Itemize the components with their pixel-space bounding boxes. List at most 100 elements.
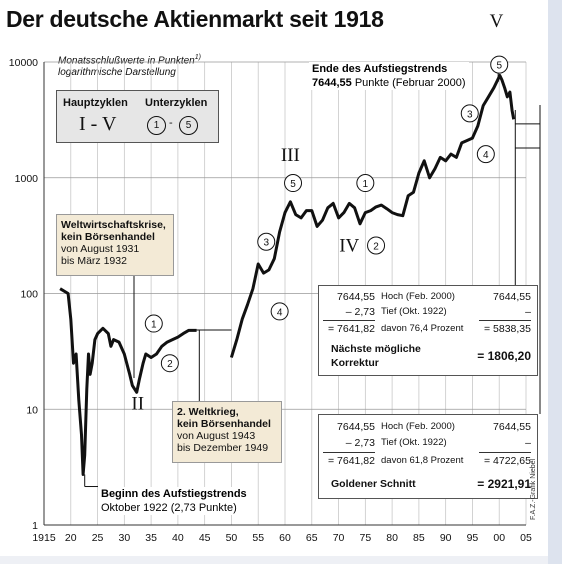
y-tick-label: 10	[26, 404, 38, 416]
legend-main-label: Hauptzyklen	[63, 97, 128, 109]
sub-cycle-label: 2	[167, 359, 173, 370]
y-tick-label: 1000	[15, 173, 39, 185]
credit-text: F.A.Z.-Grafik Niebel	[530, 458, 537, 520]
footnote-mark: 1)	[194, 54, 201, 61]
sub-cycle-label: 5	[290, 179, 296, 190]
calc1-diff-value: = 7641,82	[327, 323, 375, 335]
x-tick-label: 85	[413, 532, 425, 544]
y-tick-label: 1	[32, 520, 38, 532]
sub-cycle-marker	[144, 314, 163, 333]
calc2-high-value: 7644,55	[337, 421, 375, 433]
subtitle-line-1: Monatsschlußwerte in Punkten	[58, 55, 195, 67]
calc2-low-label: Tief (Okt. 1922)	[381, 437, 447, 448]
sub-cycle-marker	[367, 236, 386, 255]
sub-cycle-marker	[460, 104, 479, 123]
x-tick-label: 1915	[32, 532, 56, 544]
x-tick-label: 65	[306, 532, 318, 544]
sub-cycle-marker	[160, 354, 179, 373]
war-line-1: 2. Weltkrieg,	[177, 406, 239, 418]
calc1-percent-label: davon 76,4 Prozent	[381, 323, 464, 334]
calc1-minus-sign: –	[525, 306, 531, 318]
end-trend-date: Punkte (Februar 2000)	[354, 77, 466, 89]
end-trend-title: Ende des Aufstiegstrends	[312, 63, 448, 75]
end-trend-value: 7644,55 Punkte (Februar 2000)	[312, 76, 466, 90]
main-cycle-label: III	[281, 145, 300, 166]
legend-sub-label: Unterzyklen	[145, 97, 208, 109]
end-trend-label: Ende des Aufstiegstrends 7644,55 Punkte …	[309, 62, 469, 90]
sub-cycle-marker	[476, 145, 495, 164]
war-annotation: 2. Weltkrieg, kein Börsenhandel von Augu…	[172, 401, 282, 463]
x-tick-label: 75	[359, 532, 371, 544]
x-tick-label: 45	[199, 532, 211, 544]
y-tick-label: 100	[20, 289, 38, 301]
x-tick-label: 80	[386, 532, 398, 544]
calc1-result-value: = 1806,20	[477, 349, 531, 363]
sub-cycle-marker	[270, 302, 289, 321]
sub-cycle-marker	[490, 55, 509, 74]
x-tick-label: 20	[65, 532, 77, 544]
correction-calc-box: 7644,55 Hoch (Feb. 2000) 7644,55 – 2,73 …	[318, 285, 538, 376]
calc1-rule-right	[479, 320, 531, 321]
calc2-rule-left	[323, 452, 375, 453]
golden-ratio-calc-box: 7644,55 Hoch (Feb. 2000) 7644,55 – 2,73 …	[318, 414, 538, 499]
war-line-3: von August 1943	[177, 430, 256, 442]
x-tick-label: 95	[467, 532, 479, 544]
legend-sub-dash: -	[169, 117, 173, 129]
sub-cycle-label: 1	[363, 179, 369, 190]
calc2-minus-sign: –	[525, 437, 531, 449]
calc1-high-label: Hoch (Feb. 2000)	[381, 291, 455, 302]
x-tick-label: 40	[172, 532, 184, 544]
right-margin-strip	[548, 0, 562, 564]
x-tick-label: 60	[279, 532, 291, 544]
begin-trend-label: Beginn des Aufstiegstrends Oktober 1922 …	[98, 487, 250, 515]
series-line-pre-war	[59, 287, 197, 476]
x-tick-label: 35	[145, 532, 157, 544]
x-tick-label: 70	[333, 532, 345, 544]
begin-trend-title: Beginn des Aufstiegstrends	[101, 488, 247, 500]
footer-strip	[0, 556, 548, 564]
main-cycle-label: IV	[339, 236, 359, 257]
sub-cycle-label: 3	[263, 238, 269, 249]
calc2-percent-label: davon 61,8 Prozent	[381, 455, 464, 466]
y-tick-label: 10000	[9, 57, 38, 69]
x-tick-label: 30	[118, 532, 130, 544]
main-cycle-label: II	[131, 393, 144, 414]
war-line-2: kein Börsenhandel	[177, 418, 271, 430]
calc1-result-label-2: Korrektur	[331, 357, 379, 369]
sub-cycle-label: 3	[467, 109, 473, 120]
calc2-result-label: Goldener Schnitt	[331, 478, 416, 490]
x-tick-label: 05	[520, 532, 532, 544]
calc2-high-label: Hoch (Feb. 2000)	[381, 421, 455, 432]
chart-title: Der deutsche Aktienmarkt seit 1918	[6, 6, 384, 32]
calc2-percent-value: = 4722,65	[483, 455, 531, 467]
legend-sub-circle-from: 1	[147, 116, 166, 135]
calc1-low-value: – 2,73	[345, 306, 375, 318]
calc2-diff-value: = 7641,82	[327, 455, 375, 467]
sub-cycle-label: 5	[496, 61, 502, 72]
calc2-high-value-right: 7644,55	[493, 421, 531, 433]
series-line-post-war	[229, 74, 516, 358]
legend-box: Hauptzyklen I - V Unterzyklen 1 - 5	[56, 90, 219, 143]
chart-subtitle: Monatsschlußwerte in Punkten1) logarithm…	[58, 52, 201, 79]
sub-cycle-label: 2	[373, 241, 379, 252]
sub-cycle-marker	[284, 174, 303, 193]
calc1-low-label: Tief (Okt. 1922)	[381, 306, 447, 317]
begin-trend-detail: Oktober 1922 (2,73 Punkte)	[101, 502, 237, 514]
subtitle-line-2: logarithmische Darstellung	[58, 67, 176, 79]
calc1-high-value-right: 7644,55	[493, 291, 531, 303]
calc1-percent-value: = 5838,35	[483, 323, 531, 335]
end-trend-number: 7644,55	[312, 77, 352, 89]
sub-cycle-marker	[257, 232, 276, 251]
calc2-low-value: – 2,73	[345, 437, 375, 449]
crisis-line-2: kein Börsenhandel	[61, 231, 155, 243]
calc2-result-value: = 2921,91	[477, 477, 531, 491]
crisis-line-4: bis März 1932	[61, 255, 127, 267]
crisis-line-1: Weltwirtschaftskrise,	[61, 219, 166, 231]
crisis-annotation: Weltwirtschaftskrise, kein Börsenhandel …	[56, 214, 174, 276]
war-line-4: bis Dezember 1949	[177, 442, 269, 454]
x-tick-label: 90	[440, 532, 452, 544]
calc1-high-value: 7644,55	[337, 291, 375, 303]
crisis-line-3: von August 1931	[61, 243, 140, 255]
sub-cycle-label: 4	[277, 307, 283, 318]
